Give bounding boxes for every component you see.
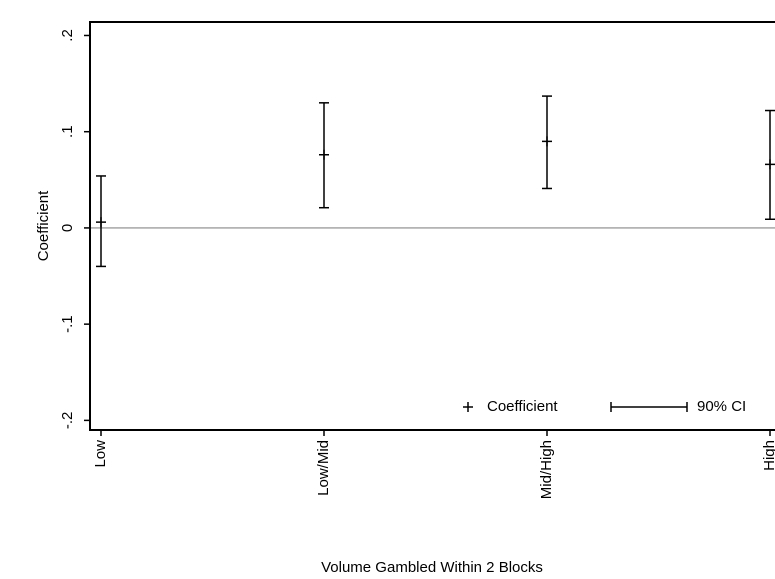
x-tick-label: High: [761, 440, 775, 471]
legend-symbol: [463, 402, 473, 412]
coefficient-marker: [96, 217, 106, 228]
x-tick-label: Low: [92, 440, 109, 468]
x-tick-label: Mid/High: [538, 440, 555, 499]
y-tick-label: .1: [59, 125, 76, 138]
legend-symbol: [610, 402, 688, 412]
y-tick-label: -.2: [59, 412, 76, 430]
y-axis-title: Coefficient: [35, 190, 52, 261]
coefficient-marker: [765, 159, 775, 170]
y-tick-label: 0: [59, 224, 76, 232]
legend-label: Coefficient: [487, 398, 558, 415]
legend-label: 90% CI: [697, 398, 746, 415]
coefficient-marker: [319, 149, 329, 160]
x-tick-label: Low/Mid: [315, 440, 332, 496]
y-tick-label: .2: [59, 29, 76, 42]
x-axis-title: Volume Gambled Within 2 Blocks: [321, 559, 543, 576]
plot-frame: [89, 21, 775, 431]
coefficient-marker: [542, 136, 552, 147]
y-tick-label: -.1: [59, 315, 76, 333]
